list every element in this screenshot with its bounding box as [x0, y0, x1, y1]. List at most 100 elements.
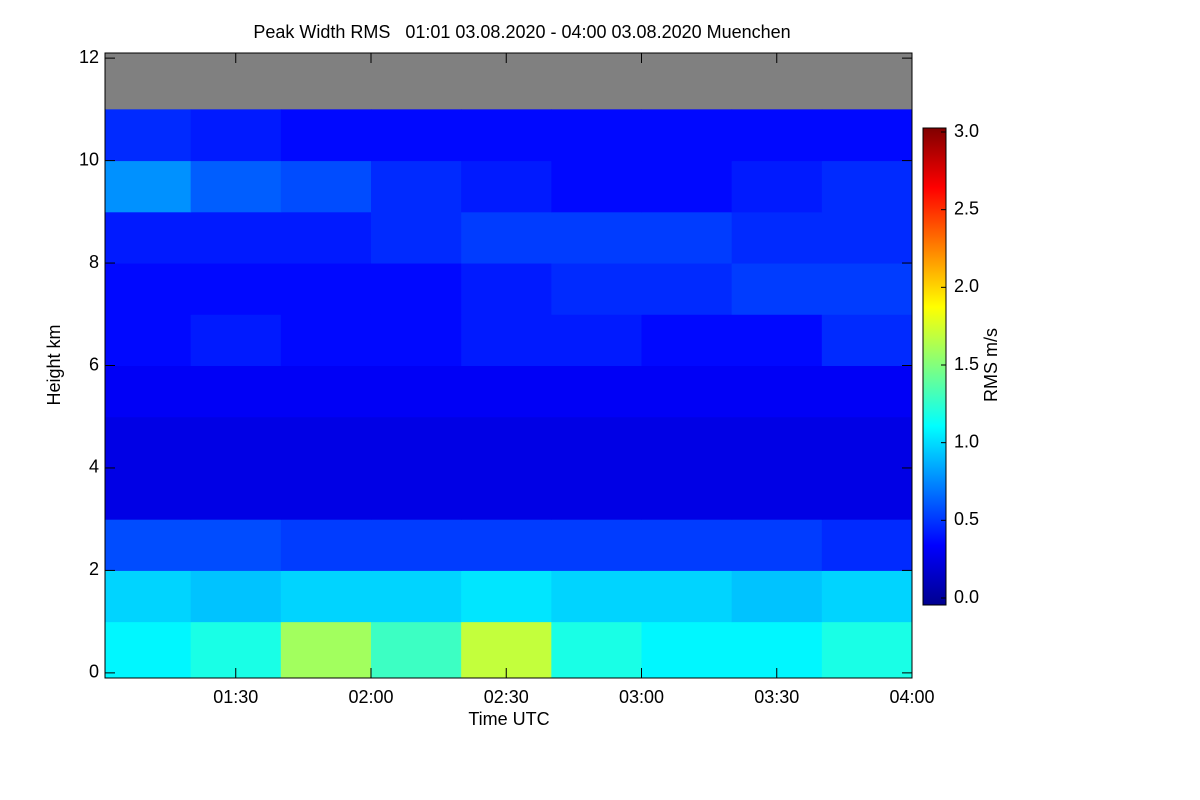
heatmap-cell [461, 211, 552, 264]
heatmap-cell [280, 365, 372, 418]
heatmap-cell [280, 621, 372, 679]
heatmap-cell [461, 467, 552, 520]
heatmap-cell [641, 467, 733, 520]
heatmap-cell [641, 160, 733, 213]
heatmap-cell [461, 160, 552, 213]
heatmap-cell [551, 621, 642, 679]
heatmap-cell [190, 365, 282, 418]
heatmap-cell [731, 519, 823, 571]
x-tick-label: 03:30 [754, 687, 799, 707]
heatmap-cell [551, 570, 642, 623]
heatmap-cell [551, 109, 642, 162]
heatmap-cell [641, 263, 733, 315]
heatmap-cell [105, 211, 192, 264]
y-tick-label: 4 [89, 457, 99, 477]
colorbar-tick-label: 3.0 [954, 121, 979, 141]
x-axis-title: Time UTC [468, 709, 549, 729]
heatmap-cell [190, 519, 282, 571]
heatmap-cell [280, 416, 372, 469]
heatmap-cell [105, 263, 192, 315]
heatmap-cell [105, 109, 192, 162]
heatmap-cell [461, 365, 552, 418]
heatmap-cell [551, 365, 642, 418]
heatmap-cell [641, 211, 733, 264]
heatmap-cell [461, 109, 552, 162]
heatmap-cell [731, 314, 823, 366]
heatmap-cell [105, 365, 192, 418]
heatmap-cell [461, 263, 552, 315]
heatmap-cell [821, 314, 913, 366]
heatmap-cell [105, 570, 192, 623]
heatmap-cell [821, 416, 913, 469]
heatmap-cell [641, 621, 733, 679]
heatmap-cell [190, 416, 282, 469]
y-axis-title: Height km [44, 324, 64, 405]
heatmap-cell [370, 416, 462, 469]
heatmap-cell [821, 365, 913, 418]
heatmap-cell [821, 160, 913, 213]
y-tick-label: 10 [79, 149, 99, 169]
y-tick-label: 6 [89, 354, 99, 374]
heatmap-cell [641, 519, 733, 571]
heatmap-cell [641, 570, 733, 623]
heatmap-cell [190, 160, 282, 213]
heatmap-cell [105, 416, 192, 469]
colorbar-title: RMS m/s [981, 328, 1001, 402]
chart-title: Peak Width RMS 01:01 03.08.2020 - 04:00 … [253, 22, 790, 42]
x-tick-label: 03:00 [619, 687, 664, 707]
heatmap-cell [821, 621, 913, 679]
heatmap-cell [641, 365, 733, 418]
heatmap-cell [105, 519, 192, 571]
heatmap-cell [105, 467, 192, 520]
colorbar-tick-label: 2.5 [954, 198, 979, 218]
colorbar [922, 127, 947, 606]
heatmap-cell [551, 160, 642, 213]
heatmap-cell [821, 263, 913, 315]
heatmap-cell [370, 467, 462, 520]
heatmap-cell [190, 570, 282, 623]
x-tick-label: 04:00 [889, 687, 934, 707]
x-tick-label: 01:30 [213, 687, 258, 707]
heatmap-cell [105, 160, 192, 213]
heatmap-cell [370, 314, 462, 366]
heatmap-cell [280, 314, 372, 366]
heatmap-cell [461, 519, 552, 571]
heatmap-cell [280, 109, 372, 162]
heatmap-cell [370, 263, 462, 315]
heatmap-cell [190, 211, 282, 264]
heatmap-cell [551, 314, 642, 366]
x-tick-label: 02:30 [484, 687, 529, 707]
heatmap-cell [370, 621, 462, 679]
heatmap-cell [190, 109, 282, 162]
heatmap-cell [280, 211, 372, 264]
heatmap-cell [731, 365, 823, 418]
heatmap-cell [731, 263, 823, 315]
heatmap-cell [641, 314, 733, 366]
heatmap-cell [280, 519, 372, 571]
heatmap-cell [821, 211, 913, 264]
y-tick-label: 8 [89, 252, 99, 272]
heatmap-cell [105, 314, 192, 366]
heatmap-cell [280, 570, 372, 623]
heatmap-cell [821, 570, 913, 623]
y-tick-label: 12 [79, 47, 99, 67]
heatmap-cell [461, 570, 552, 623]
heatmap-cell [731, 160, 823, 213]
heatmap-cell [370, 211, 462, 264]
heatmap-cell [551, 519, 642, 571]
y-tick-label: 2 [89, 559, 99, 579]
heatmap-cell [551, 211, 642, 264]
heatmap-cell [821, 467, 913, 520]
heatmap-cell [821, 109, 913, 162]
heatmap-cell [190, 314, 282, 366]
heatmap-cell [190, 467, 282, 520]
heatmap-cell [190, 263, 282, 315]
colorbar-tick-label: 2.0 [954, 276, 979, 296]
heatmap-cell [370, 160, 462, 213]
heatmap-cell [461, 314, 552, 366]
heatmap-cell [551, 416, 642, 469]
heatmap-cell [731, 467, 823, 520]
heatmap-cell [551, 263, 642, 315]
heatmap-cell [105, 621, 192, 679]
colorbar-tick-label: 1.0 [954, 431, 979, 451]
